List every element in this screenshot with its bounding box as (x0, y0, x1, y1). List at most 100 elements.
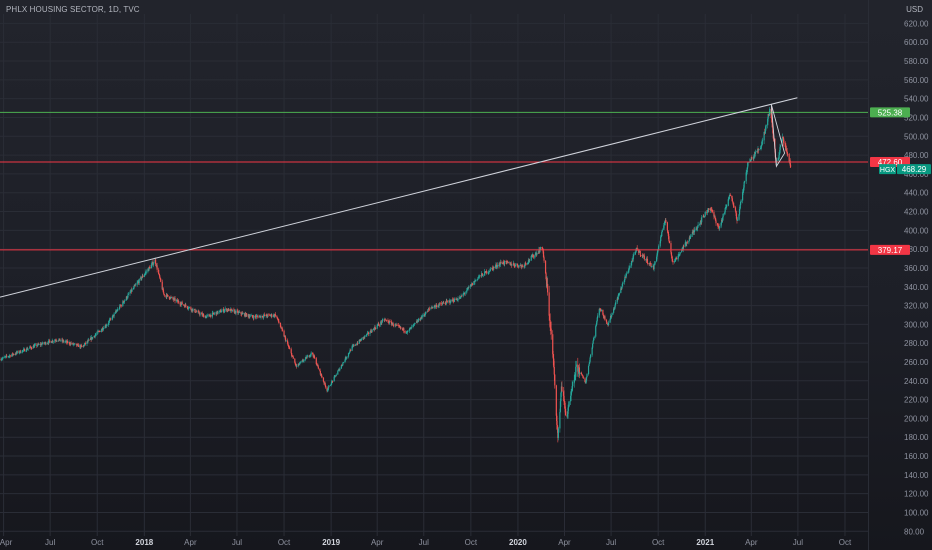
candle-body (552, 334, 554, 355)
candle-body (577, 368, 579, 372)
candle-body (381, 322, 383, 324)
candle-body (782, 136, 784, 138)
candle-body (389, 321, 391, 322)
candle-body (579, 372, 581, 374)
candles (0, 106, 792, 443)
candle-body (666, 222, 668, 231)
candle-body (412, 324, 415, 326)
candle-body (606, 322, 608, 324)
candle-body (790, 165, 792, 167)
candle-body (654, 261, 656, 264)
candle-body (720, 222, 722, 227)
trendline[interactable] (0, 97, 798, 298)
candle-body (276, 316, 278, 318)
candle-body (420, 319, 422, 321)
candle-body (728, 198, 730, 200)
candle-body (504, 260, 506, 264)
candle-body (0, 359, 3, 361)
candle-body (585, 377, 588, 381)
candle-body (670, 252, 673, 256)
candle-body (52, 340, 54, 342)
candle-body (573, 379, 575, 384)
candle-body (714, 216, 716, 218)
candle-body (771, 118, 773, 123)
candle-body (587, 365, 590, 375)
candle-body (127, 294, 129, 298)
candle-body (63, 341, 65, 343)
candle-body (520, 265, 522, 266)
candle-body (575, 364, 577, 367)
candle-body (43, 342, 45, 344)
x-tick-label: Jul (45, 538, 55, 547)
candle-body (731, 198, 733, 202)
candle-body (528, 259, 530, 262)
candle-body (596, 317, 598, 322)
candle-body (684, 242, 686, 247)
candle-body (377, 325, 379, 326)
candle-body (374, 327, 376, 329)
candle-body (217, 311, 219, 314)
candle-body (395, 324, 397, 326)
candle-body (198, 311, 200, 314)
candle-body (357, 343, 359, 344)
y-tick-label: 80.00 (904, 527, 925, 536)
candle-body (312, 352, 314, 355)
candle-body (427, 309, 429, 311)
candle-body (22, 350, 24, 351)
candle-body (547, 283, 549, 293)
candle-body (309, 356, 311, 358)
candle-body (194, 309, 196, 313)
candle-body (650, 263, 652, 267)
candle-body (670, 243, 672, 253)
candle-body (20, 352, 22, 354)
candle-body (704, 212, 706, 217)
candle-body (224, 309, 226, 311)
candle-body (370, 330, 372, 333)
candle-body (708, 208, 710, 210)
candle-body (770, 108, 772, 119)
candle-body (158, 273, 160, 275)
candle-body (646, 258, 649, 264)
candle-body (92, 337, 94, 339)
candle-body (348, 352, 351, 354)
candle-body (679, 253, 681, 255)
candle-body (659, 241, 661, 247)
candle-body (613, 308, 615, 313)
candle-body (190, 307, 192, 310)
level-price-tag-text: 379.17 (878, 246, 903, 255)
candle-body (249, 316, 251, 318)
price-axis[interactable]: 80.00 100.00 120.00 140.00 160.00 180.00 200.0… (868, 0, 932, 550)
candle-body (38, 344, 40, 345)
candle-body (301, 360, 303, 363)
candle-body (660, 236, 662, 242)
candle-body (557, 428, 559, 438)
candle-body (498, 263, 501, 266)
candle-body (602, 309, 604, 315)
candle-body (31, 348, 33, 349)
candle-body (289, 348, 291, 350)
candle-body (744, 181, 746, 183)
candle-body (464, 293, 466, 294)
candle-body (262, 315, 265, 318)
candle-body (109, 318, 112, 320)
candle-body (742, 192, 744, 201)
candle-body (44, 342, 47, 345)
candle-body (294, 358, 296, 363)
candle-body (489, 268, 491, 271)
candle-body (450, 299, 452, 303)
candle-body (228, 308, 230, 312)
candle-body (290, 349, 292, 354)
candle-body (254, 315, 256, 317)
candle-body (218, 310, 221, 312)
candle-body (208, 314, 210, 316)
candle-body (503, 261, 505, 264)
triangle-pattern[interactable] (770, 104, 786, 168)
time-axis[interactable]: Apr Jul Oct 2018 Apr Jul Oct 2019 Apr Jul Oct 2020 A… (0, 538, 852, 547)
level-price-tag (870, 107, 910, 118)
candle-body (194, 312, 197, 313)
candle-body (782, 137, 785, 143)
candle-body (220, 311, 222, 313)
candle-body (212, 312, 215, 314)
